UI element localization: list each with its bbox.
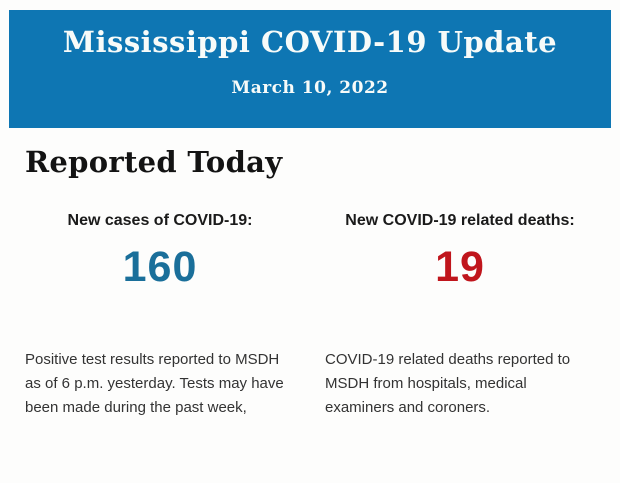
stats-row: New cases of COVID-19: 160 Positive test… <box>25 212 595 420</box>
new-deaths-label: New COVID-19 related deaths: <box>345 212 575 229</box>
new-cases-description: Positive test results reported to MSDH a… <box>25 351 284 416</box>
new-deaths-value: 19 <box>435 243 485 291</box>
content-area: Reported Today New cases of COVID-19: 16… <box>0 145 620 420</box>
covid-update-page: Mississippi COVID-19 Update March 10, 20… <box>0 10 620 483</box>
new-deaths-description: COVID-19 related deaths reported to MSDH… <box>325 351 571 416</box>
report-date: March 10, 2022 <box>231 78 389 98</box>
new-cases-label: New cases of COVID-19: <box>67 212 253 229</box>
stat-new-cases: New cases of COVID-19: 160 Positive test… <box>25 212 295 420</box>
stat-new-deaths: New COVID-19 related deaths: 19 COVID-19… <box>325 212 595 420</box>
section-heading: Reported Today <box>25 145 283 179</box>
new-cases-value: 160 <box>122 243 198 291</box>
page-title: Mississippi COVID-19 Update <box>62 25 558 59</box>
header-banner: Mississippi COVID-19 Update March 10, 20… <box>9 10 611 128</box>
